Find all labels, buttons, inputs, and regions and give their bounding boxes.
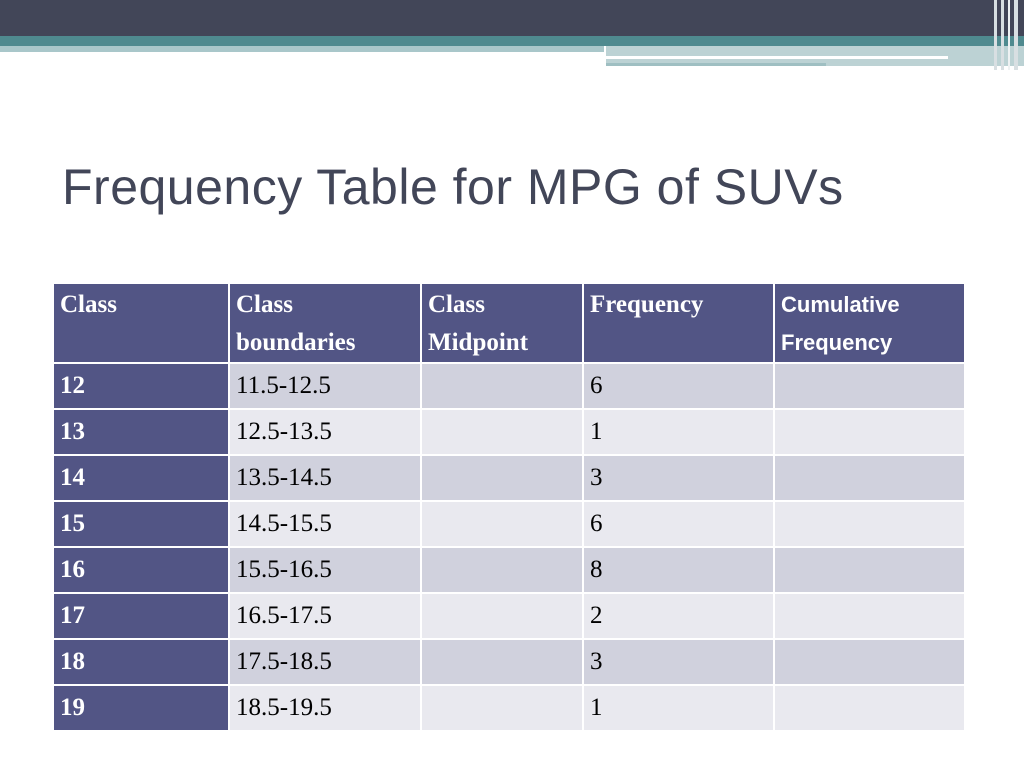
- cell-cumulative: [773, 454, 966, 502]
- top-band-dark: [0, 0, 1024, 36]
- cell-boundaries: 12.5-13.5: [228, 408, 422, 456]
- cell-midpoint: [420, 546, 584, 594]
- cell-class: 15: [52, 500, 230, 548]
- cell-midpoint: [420, 684, 584, 732]
- cell-class: 12: [52, 362, 230, 410]
- slide-title: Frequency Table for MPG of SUVs: [62, 159, 844, 215]
- frequency-table: Class Class boundaries Class Midpoint Freq…: [52, 282, 966, 732]
- header-class-label: Class: [60, 291, 117, 318]
- table-header-row: Class Class boundaries Class Midpoint Freq…: [52, 282, 966, 364]
- cell-boundaries: 11.5-12.5: [228, 362, 422, 410]
- table-row: 14 13.5-14.5 3: [52, 454, 966, 502]
- top-band-light: [0, 46, 604, 52]
- cell-frequency: 6: [582, 362, 775, 410]
- header-cumulative-line2: Frequency: [781, 330, 893, 355]
- header-cumulative-line1: Cumulative: [781, 292, 900, 317]
- cell-boundaries: 17.5-18.5: [228, 638, 422, 686]
- cell-midpoint: [420, 362, 584, 410]
- cell-class: 13: [52, 408, 230, 456]
- cell-boundaries: 18.5-19.5: [228, 684, 422, 732]
- cell-cumulative: [773, 362, 966, 410]
- top-band-teal: [0, 36, 1024, 46]
- cell-frequency: 3: [582, 454, 775, 502]
- header-class-midpoint: Class Midpoint: [420, 282, 584, 364]
- header-class-midpoint-line2: Midpoint: [428, 329, 529, 356]
- header-cumulative-frequency: Cumulative Frequency: [773, 282, 966, 364]
- cell-frequency: 1: [582, 408, 775, 456]
- cell-cumulative: [773, 500, 966, 548]
- table-row: 12 11.5-12.5 6: [52, 362, 966, 410]
- cell-class: 14: [52, 454, 230, 502]
- cell-class: 17: [52, 592, 230, 640]
- cell-midpoint: [420, 638, 584, 686]
- top-band-line: [606, 56, 948, 59]
- cell-frequency: 6: [582, 500, 775, 548]
- header-class-boundaries-line2: boundaries: [236, 329, 356, 356]
- cell-cumulative: [773, 546, 966, 594]
- cell-midpoint: [420, 592, 584, 640]
- cell-frequency: 3: [582, 638, 775, 686]
- cell-cumulative: [773, 592, 966, 640]
- cell-cumulative: [773, 408, 966, 456]
- cell-boundaries: 13.5-14.5: [228, 454, 422, 502]
- table-row: 16 15.5-16.5 8: [52, 546, 966, 594]
- table-row: 13 12.5-13.5 1: [52, 408, 966, 456]
- cell-frequency: 2: [582, 592, 775, 640]
- cell-class: 16: [52, 546, 230, 594]
- cell-frequency: 1: [582, 684, 775, 732]
- header-frequency: Frequency: [582, 282, 775, 364]
- cell-midpoint: [420, 500, 584, 548]
- cell-cumulative: [773, 638, 966, 686]
- header-class: Class: [52, 282, 230, 364]
- table-row: 18 17.5-18.5 3: [52, 638, 966, 686]
- cell-boundaries: 15.5-16.5: [228, 546, 422, 594]
- cell-midpoint: [420, 454, 584, 502]
- table-row: 15 14.5-15.5 6: [52, 500, 966, 548]
- cell-midpoint: [420, 408, 584, 456]
- corner-stripe: [1014, 0, 1018, 70]
- cell-boundaries: 16.5-17.5: [228, 592, 422, 640]
- header-class-boundaries-line1: Class: [236, 291, 293, 318]
- cell-boundaries: 14.5-15.5: [228, 500, 422, 548]
- header-class-midpoint-line1: Class: [428, 291, 485, 318]
- top-band-line: [606, 63, 826, 66]
- corner-stripe: [994, 0, 997, 70]
- cell-class: 18: [52, 638, 230, 686]
- corner-stripe: [1008, 0, 1010, 70]
- cell-frequency: 8: [582, 546, 775, 594]
- cell-cumulative: [773, 684, 966, 732]
- cell-class: 19: [52, 684, 230, 732]
- header-class-boundaries: Class boundaries: [228, 282, 422, 364]
- table-row: 19 18.5-19.5 1: [52, 684, 966, 732]
- table-row: 17 16.5-17.5 2: [52, 592, 966, 640]
- header-frequency-label: Frequency: [590, 291, 704, 318]
- corner-stripe: [1001, 0, 1004, 70]
